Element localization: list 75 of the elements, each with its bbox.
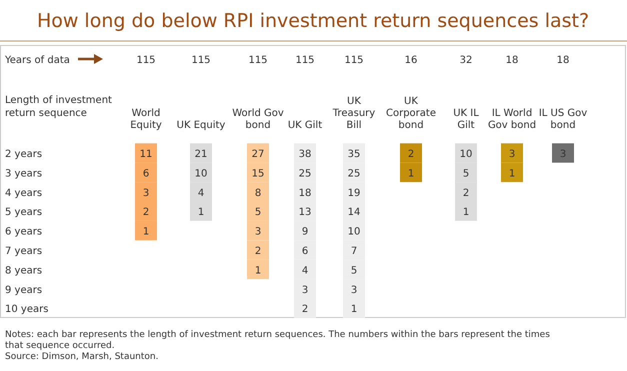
data-label: 2 <box>302 304 308 316</box>
x-tick-label: UK IL Gilt <box>453 108 480 131</box>
data-label: 1 <box>142 226 150 238</box>
data-label: 10 <box>194 168 208 180</box>
data-label: 18 <box>298 188 312 199</box>
data-label: 35 <box>348 149 360 160</box>
data-label: 9 <box>302 226 308 238</box>
data-label: 1 <box>198 207 204 218</box>
data-label: 3 <box>350 284 358 296</box>
text: 18 <box>556 55 570 66</box>
data-label: 3 <box>560 149 566 160</box>
data-label: 13 <box>298 207 312 218</box>
text: 115 <box>136 55 156 66</box>
x-tick-label: World Equity <box>130 108 162 131</box>
data-label: 25 <box>298 168 312 180</box>
y-tick-label: 7 years <box>5 246 42 257</box>
data-label: 27 <box>252 149 264 160</box>
data-label: 10 <box>460 149 472 160</box>
x-tick-label: UK Corporate bond <box>386 96 436 131</box>
y-tick-label: 2 years <box>5 149 42 160</box>
data-label: 19 <box>348 188 360 199</box>
text: 115 <box>295 55 315 66</box>
data-label: 2 <box>462 188 470 199</box>
data-label: 25 <box>348 168 360 180</box>
data-label: 10 <box>348 226 360 238</box>
data-label: 21 <box>194 149 208 160</box>
x-tick-label: UK Equity <box>176 120 226 131</box>
data-label: 5 <box>350 265 358 276</box>
source-note: Source: Dimson, Marsh, Staunton. <box>5 352 158 362</box>
data-label: 1 <box>408 168 414 180</box>
data-label: 6 <box>142 168 150 180</box>
text: Years of data <box>4 55 70 66</box>
text: 115 <box>248 55 268 66</box>
data-label: 1 <box>462 207 470 218</box>
data-label: 3 <box>254 226 262 238</box>
y-tick-label: 10 years <box>5 304 48 316</box>
data-label: 3 <box>142 188 150 199</box>
x-tick-label: World Gov bond <box>232 108 284 131</box>
data-label: 8 <box>254 188 262 199</box>
data-label: 1 <box>350 304 358 316</box>
text: 16 <box>404 55 418 66</box>
data-label: 1 <box>508 168 516 180</box>
data-label: 7 <box>350 246 358 257</box>
text: 115 <box>191 55 211 66</box>
y-tick-label: 9 years <box>5 284 42 296</box>
data-label: 1 <box>254 265 262 276</box>
data-label: 4 <box>302 265 308 276</box>
y-tick-label: 3 years <box>5 168 42 180</box>
data-label: 2 <box>142 207 150 218</box>
data-label: 3 <box>302 284 308 296</box>
x-tick-label: IL US Gov bond <box>538 108 588 131</box>
x-tick-label: UK Gilt <box>288 120 322 131</box>
data-label: 14 <box>348 207 360 218</box>
data-label: 6 <box>302 246 308 257</box>
x-tick-label: UK Treasury Bill <box>332 96 376 131</box>
data-label: 15 <box>252 168 264 180</box>
data-label: 2 <box>408 149 414 160</box>
text: 18 <box>506 55 518 66</box>
data-label: 5 <box>462 168 470 180</box>
data-label: 5 <box>254 207 262 218</box>
data-label: 4 <box>198 188 204 199</box>
chart-title: How long do below RPI investment return sequences last? <box>36 10 590 32</box>
data-label: 3 <box>508 149 516 160</box>
x-tick-label: IL World Gov bond <box>488 108 536 131</box>
text: 115 <box>344 55 364 66</box>
data-label: 38 <box>298 149 312 160</box>
data-label: 2 <box>254 246 262 257</box>
y-tick-label: 8 years <box>5 265 42 276</box>
y-tick-label: 5 years <box>5 207 42 218</box>
text: 32 <box>460 55 472 66</box>
text: Notes: each bar represents the length of investment return sequences. The numbers within the bars represent the times that sequence occurred. <box>5 330 550 351</box>
data-label: 11 <box>140 149 152 160</box>
y-tick-label: 6 years <box>5 226 42 238</box>
y-tick-label: 4 years <box>5 188 42 199</box>
y-axis-title: Length of investment return sequence <box>5 95 112 119</box>
